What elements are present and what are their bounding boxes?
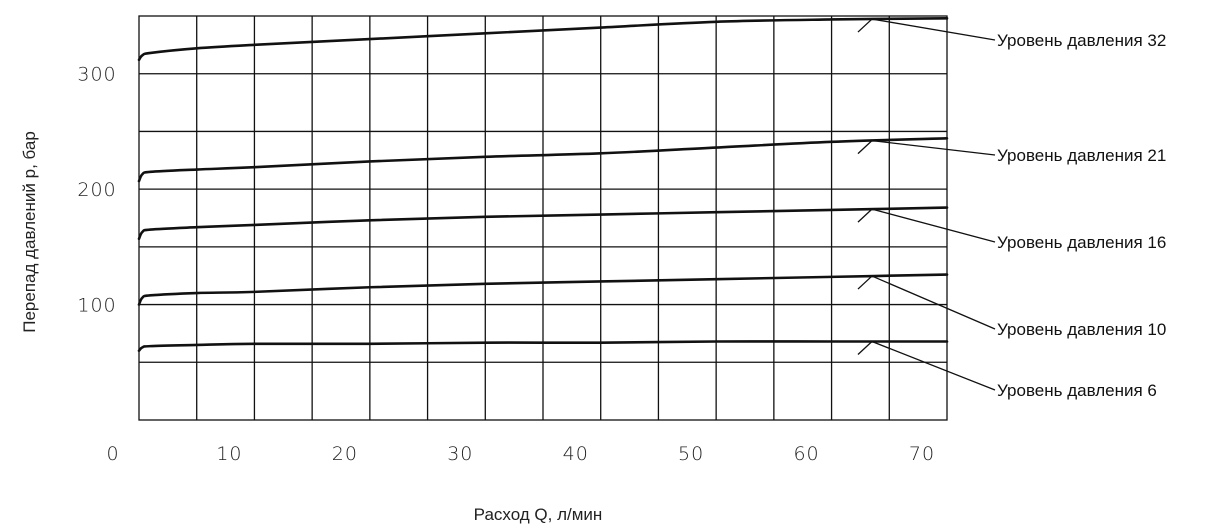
series-curve <box>137 273 949 306</box>
grid <box>138 15 948 421</box>
leader-tick <box>857 140 873 155</box>
series-label: Уровень давления 21 <box>997 146 1166 165</box>
x-tick-label: 0 <box>106 443 119 465</box>
leader-tick <box>857 208 873 223</box>
leader-line <box>871 139 996 156</box>
series-curve <box>137 17 949 62</box>
curves <box>137 17 949 353</box>
series-curve <box>137 340 949 353</box>
x-axis-title: Расход Q, л/мин <box>474 505 603 524</box>
tick-labels: 0 10 20 30 40 50 60 70 100 200 300 <box>77 64 935 465</box>
leader-line <box>871 208 996 243</box>
series-label: Уровень давления 32 <box>997 31 1166 50</box>
leader-line <box>871 340 996 391</box>
series-labels: Уровень давления 32 Уровень давления 21 Ур… <box>997 31 1166 400</box>
series-label: Уровень давления 10 <box>997 320 1166 339</box>
series-label: Уровень давления 6 <box>997 381 1157 400</box>
leader-line <box>871 18 996 41</box>
x-tick-label: 40 <box>563 443 589 465</box>
leader-tick <box>857 18 873 33</box>
leader-tick <box>857 341 873 355</box>
y-axis-title: Перепад давлений p, бар <box>20 131 39 333</box>
leader-tick <box>857 275 873 290</box>
series-curve <box>137 137 949 183</box>
x-tick-label: 10 <box>216 443 242 465</box>
x-tick-label: 60 <box>793 443 819 465</box>
y-tick-label: 300 <box>77 64 116 86</box>
y-tick-label: 200 <box>77 179 116 201</box>
x-tick-label: 30 <box>447 443 473 465</box>
leaders <box>857 18 996 391</box>
x-tick-label: 70 <box>909 443 935 465</box>
series-curve <box>137 206 949 241</box>
series-label: Уровень давления 16 <box>997 233 1166 252</box>
x-tick-label: 50 <box>678 443 704 465</box>
leader-line <box>871 275 996 330</box>
y-tick-label: 100 <box>77 295 116 317</box>
x-tick-label: 20 <box>332 443 358 465</box>
